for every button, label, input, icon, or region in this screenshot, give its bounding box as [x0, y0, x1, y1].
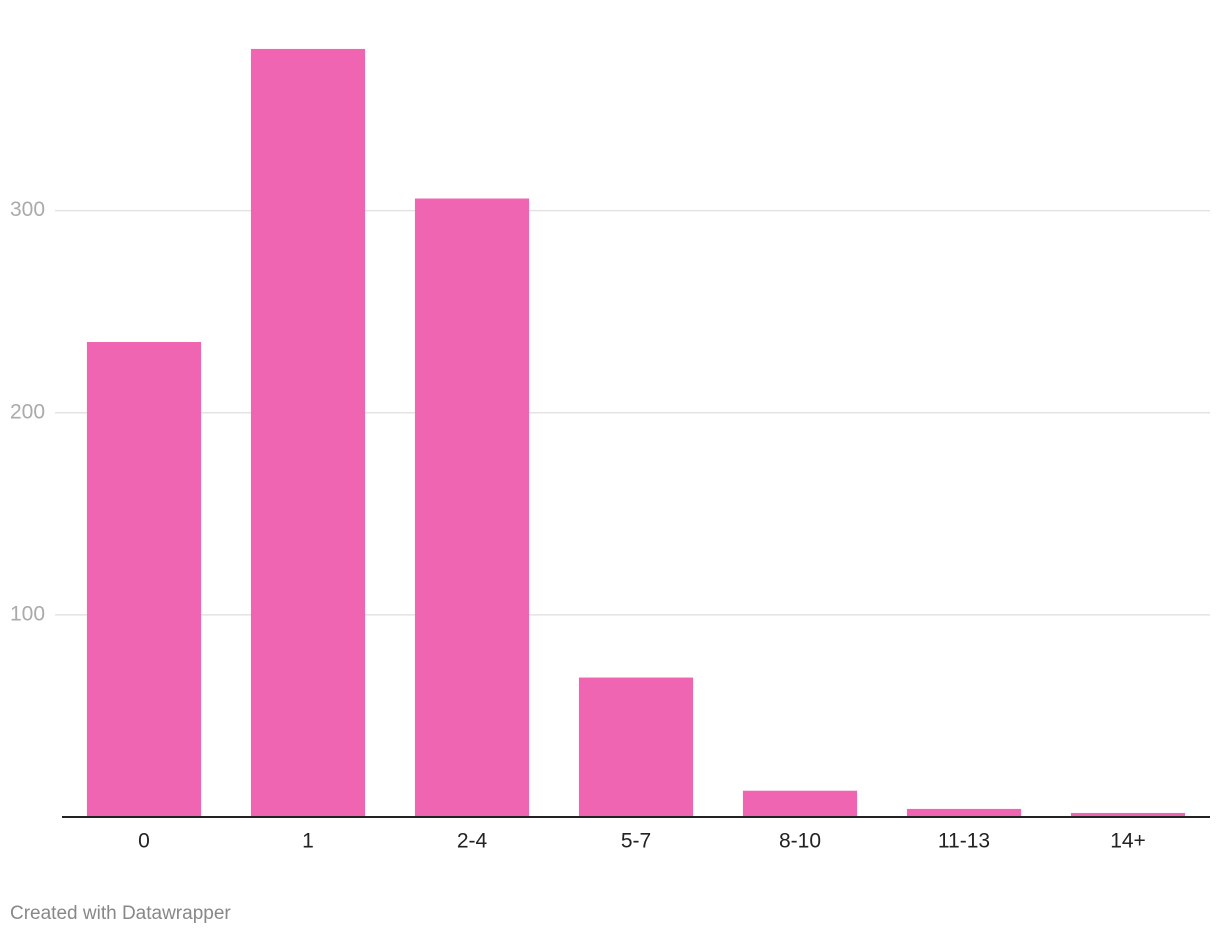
x-tick-label: 0	[138, 830, 150, 853]
bar	[742, 790, 858, 817]
x-tick-label: 5-7	[621, 830, 651, 853]
bar	[906, 808, 1022, 817]
x-tick-label: 8-10	[779, 830, 821, 853]
bar	[578, 677, 694, 817]
bar	[1070, 812, 1186, 817]
bar	[250, 48, 366, 818]
x-tick-label: 14+	[1110, 830, 1146, 853]
y-tick-label: 100	[10, 602, 45, 625]
bar	[414, 198, 530, 817]
y-tick-label: 200	[10, 400, 45, 423]
y-tick-label: 300	[10, 198, 45, 221]
bar	[86, 342, 202, 817]
credit: Created with Datawrapper	[10, 903, 231, 924]
x-tick-label: 1	[302, 830, 314, 853]
x-tick-label: 11-13	[938, 830, 990, 853]
x-tick-label: 2-4	[457, 830, 488, 853]
